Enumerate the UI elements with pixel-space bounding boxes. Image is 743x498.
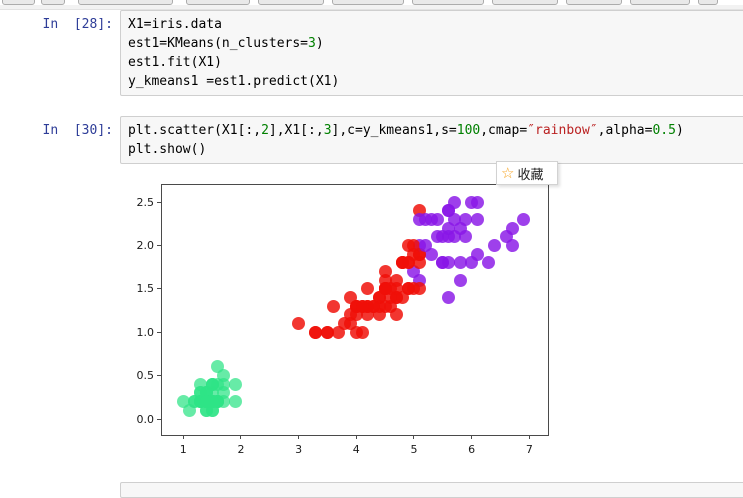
scatter-point-cluster-1 — [228, 377, 242, 391]
scatter-point-cluster-2 — [378, 264, 392, 278]
toolbar-button[interactable] — [698, 0, 718, 5]
scatter-point-cluster-0 — [517, 212, 531, 226]
y-tick — [157, 418, 161, 420]
scatter-point-cluster-0 — [436, 256, 450, 270]
toolbar-button[interactable] — [41, 0, 65, 5]
x-tick — [240, 435, 242, 439]
scatter-plot-axes: 1 2 3 4 5 6 7 0.0 0.5 1.0 1.5 2.0 2.5 — [137, 184, 549, 456]
x-tick-label: 5 — [410, 443, 418, 456]
input-prompt-cell-1: In [28]: — [42, 17, 113, 32]
toolbar-button[interactable] — [2, 0, 35, 5]
code-line: plt.scatter(X1[:,2],X1[:,3],c=y_kmeans1,… — [128, 123, 684, 138]
scatter-point-cluster-2 — [361, 282, 375, 296]
scatter-point-cluster-1 — [211, 360, 225, 374]
toolbar-button[interactable] — [492, 0, 558, 5]
x-tick — [413, 435, 415, 439]
code-editor-cell-2[interactable]: plt.scatter(X1[:,2],X1[:,3],c=y_kmeans1,… — [120, 116, 743, 164]
x-tick — [182, 435, 184, 439]
x-tick-label: 6 — [468, 443, 476, 456]
scatter-point-cluster-2 — [292, 317, 306, 331]
x-tick — [355, 435, 357, 439]
scatter-point-cluster-2 — [390, 308, 404, 322]
scatter-point-cluster-0 — [482, 256, 496, 270]
y-tick-label: 1.0 — [136, 325, 155, 339]
toolbar-button[interactable] — [78, 0, 173, 5]
scatter-point-cluster-0 — [442, 221, 456, 235]
y-tick-label: 0.0 — [136, 412, 155, 426]
scatter-point-cluster-0 — [470, 247, 484, 261]
scatter-point-cluster-2 — [355, 325, 369, 339]
y-tick — [157, 375, 161, 377]
star-icon: ☆ — [501, 163, 515, 182]
x-tick — [528, 435, 530, 439]
toolbar-divider — [0, 5, 743, 10]
scatter-point-cluster-0 — [430, 212, 444, 226]
scatter-point-cluster-0 — [442, 291, 456, 304]
scatter-point-cluster-2 — [413, 282, 427, 296]
y-tick-label: 2.5 — [136, 195, 155, 209]
scatter-point-cluster-0 — [470, 195, 484, 209]
x-tick — [298, 435, 300, 439]
x-tick — [471, 435, 473, 439]
toolbar-strip — [0, 0, 743, 6]
y-tick — [157, 201, 161, 203]
y-tick — [157, 288, 161, 290]
y-tick-label: 0.5 — [136, 369, 155, 383]
scatter-point-cluster-2 — [395, 256, 409, 270]
y-tick-label: 2.0 — [136, 238, 155, 252]
y-tick-label: 1.5 — [136, 282, 155, 296]
scatter-point-cluster-0 — [447, 195, 461, 209]
toolbar-button[interactable] — [566, 0, 622, 5]
code-line: X1=iris.data — [128, 17, 222, 32]
scatter-point-cluster-2 — [332, 325, 346, 339]
scatter-point-cluster-0 — [419, 212, 432, 226]
scatter-point-cluster-2 — [355, 299, 369, 313]
x-tick-label: 1 — [179, 443, 187, 456]
toolbar-button[interactable] — [412, 0, 484, 5]
code-line: plt.show() — [128, 142, 207, 157]
scatter-point-cluster-2 — [326, 299, 340, 313]
scatter-point-cluster-0 — [419, 238, 432, 252]
scatter-point-cluster-0 — [488, 238, 502, 252]
scatter-point-cluster-2 — [320, 325, 334, 339]
scatter-point-cluster-2 — [413, 256, 427, 270]
scatter-point-cluster-0 — [459, 212, 473, 226]
scatter-point-cluster-2 — [384, 291, 398, 304]
scatter-point-cluster-0 — [505, 221, 519, 235]
toolbar-button[interactable] — [332, 0, 404, 5]
y-tick — [157, 331, 161, 333]
toolbar-button[interactable] — [630, 0, 690, 5]
scatter-point-cluster-0 — [430, 230, 444, 244]
code-line: est1.fit(X1) — [128, 55, 222, 70]
scatter-point-cluster-0 — [453, 273, 467, 287]
code-line: y_kmeans1 =est1.predict(X1) — [128, 74, 340, 89]
favorite-tooltip-button[interactable]: ☆ 收藏 — [496, 161, 558, 185]
next-cell-input-stub[interactable] — [120, 482, 743, 498]
code-line: est1=KMeans(n_clusters=3) — [128, 36, 324, 51]
scatter-point-cluster-0 — [505, 238, 519, 252]
scatter-point-cluster-0 — [470, 212, 484, 226]
x-tick-label: 3 — [295, 443, 303, 456]
scatter-point-cluster-2 — [309, 325, 323, 339]
scatter-point-cluster-0 — [453, 256, 467, 270]
scatter-point-cluster-1 — [176, 395, 190, 409]
code-editor-cell-1[interactable]: X1=iris.data est1=KMeans(n_clusters=3)est… — [120, 10, 743, 96]
toolbar-button[interactable] — [186, 0, 250, 5]
toolbar-button[interactable] — [258, 0, 324, 5]
scatter-point-cluster-1 — [228, 395, 242, 409]
scatter-point-cluster-1 — [199, 395, 213, 409]
input-prompt-cell-2: In [30]: — [42, 123, 113, 138]
x-tick-label: 7 — [525, 443, 533, 456]
x-tick-label: 2 — [237, 443, 245, 456]
x-tick-label: 4 — [352, 443, 360, 456]
y-tick — [157, 244, 161, 246]
favorite-tooltip-label: 收藏 — [517, 167, 544, 183]
scatter-point-cluster-2 — [367, 299, 381, 313]
